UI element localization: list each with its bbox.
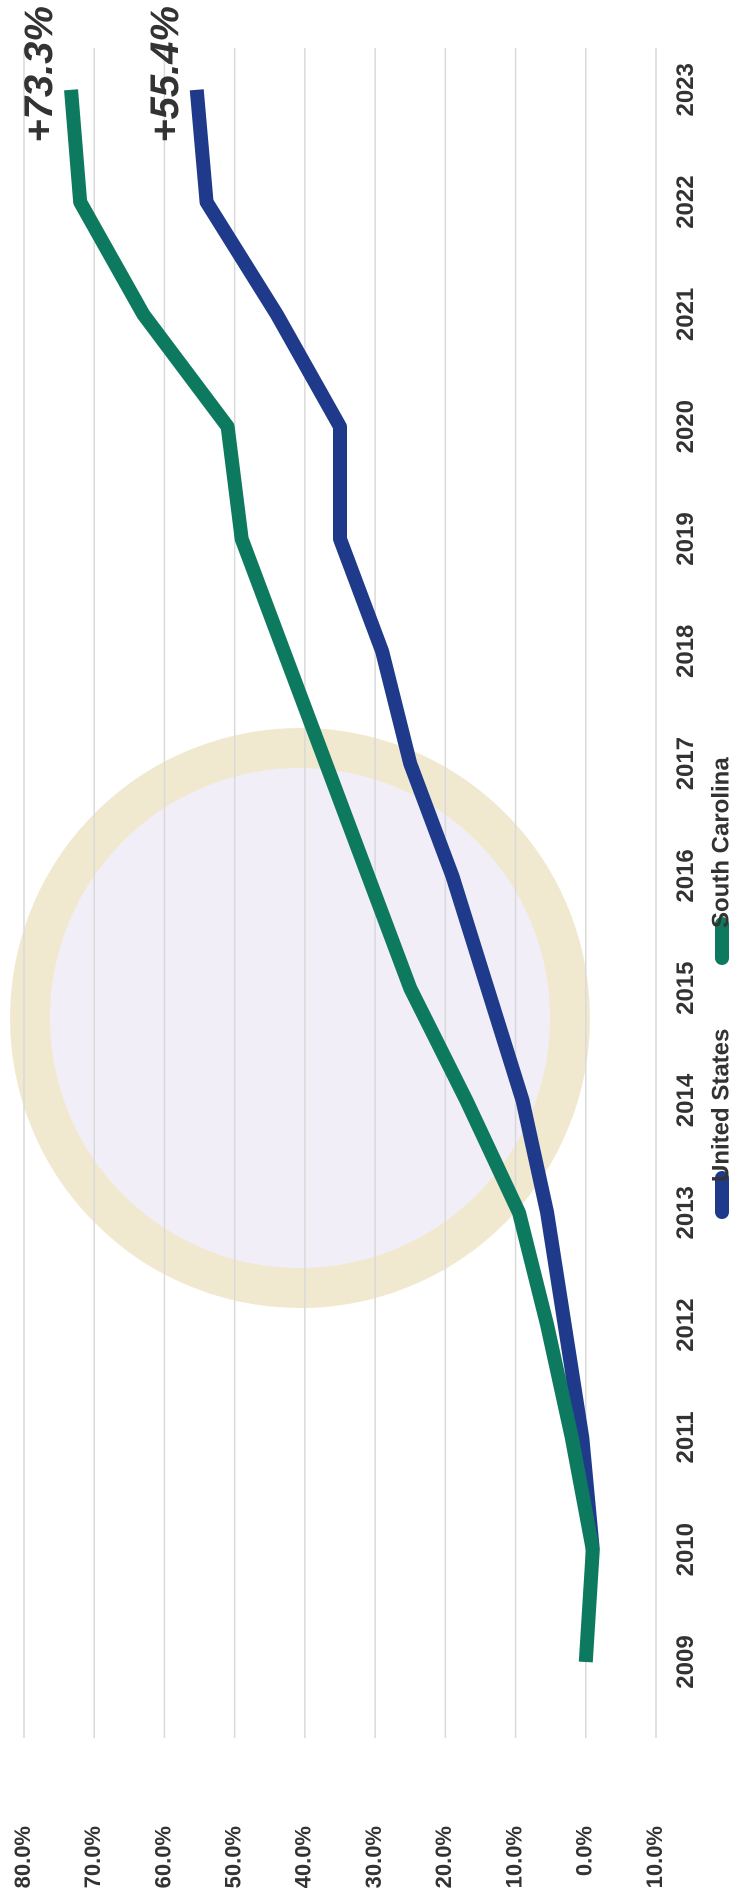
- x-tick-label: 2017: [672, 737, 699, 790]
- x-tick-label: 2015: [672, 962, 699, 1015]
- y-tick-label: 70.0%: [80, 1826, 105, 1888]
- legend-label: United States: [707, 1029, 734, 1182]
- y-tick-label: -10.0%: [642, 1826, 667, 1888]
- series-line: [64, 89, 600, 1663]
- series-line: [189, 89, 600, 1551]
- x-tick-label: 2011: [672, 1411, 699, 1463]
- x-tick-label: 2022: [672, 175, 699, 228]
- y-tick-label: 50.0%: [220, 1826, 245, 1888]
- end-annotation: +55.4%: [143, 6, 187, 143]
- end-annotation: +73.3%: [17, 6, 61, 143]
- y-tick-label: 60.0%: [150, 1826, 175, 1888]
- x-tick-label: 2021: [672, 288, 699, 341]
- y-tick-label: 10.0%: [501, 1826, 526, 1888]
- y-tick-label: 0.0%: [572, 1826, 597, 1876]
- x-tick-label: 2018: [672, 625, 699, 678]
- x-tick-label: 2019: [672, 512, 699, 565]
- x-tick-label: 2009: [672, 1635, 699, 1688]
- x-tick-label: 2010: [672, 1523, 699, 1576]
- x-tick-label: 2014: [672, 1073, 699, 1127]
- rotated-chart: -10.0% 0.0% 10.0% 20.0% 30.0% 40.0% 50.0% 60.0%…: [10, 6, 735, 1888]
- x-tick-label: 2023: [672, 63, 699, 116]
- y-tick-label: 20.0%: [431, 1826, 456, 1888]
- x-tick-label: 2016: [672, 849, 699, 902]
- y-tick-label: 30.0%: [361, 1826, 386, 1888]
- y-tick-label: 80.0%: [10, 1826, 35, 1888]
- x-tick-label: 2013: [672, 1186, 699, 1239]
- watermark-seal: [10, 728, 590, 1308]
- x-tick-label: 2020: [672, 400, 699, 453]
- x-tick-label: 2012: [672, 1298, 699, 1351]
- legend-label: South Carolina: [707, 757, 734, 928]
- y-tick-label: 40.0%: [291, 1826, 316, 1888]
